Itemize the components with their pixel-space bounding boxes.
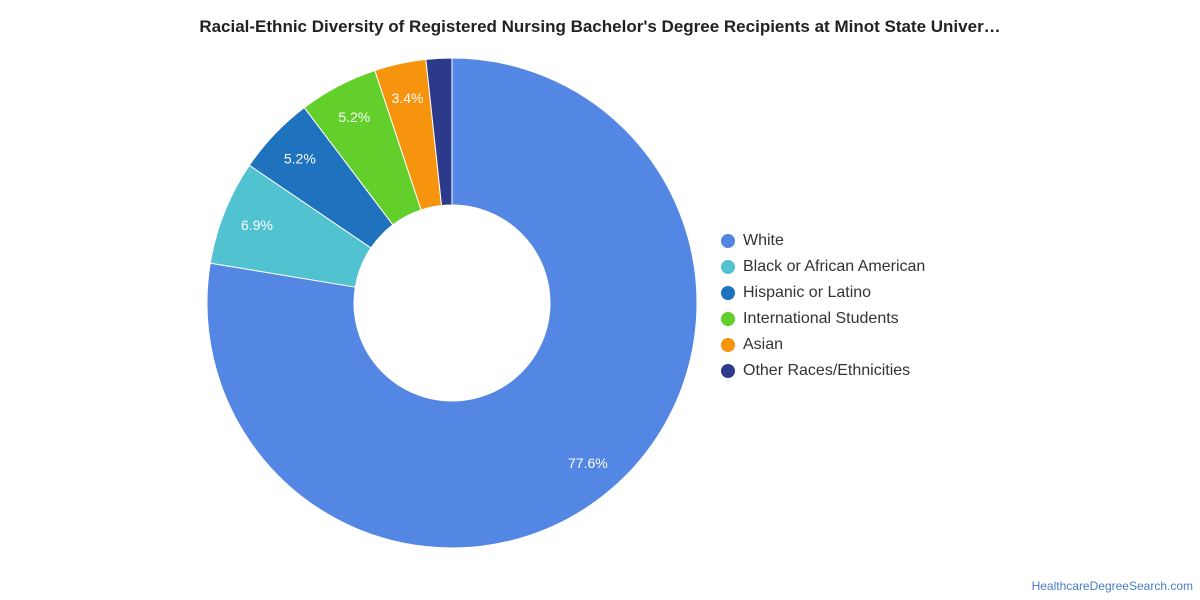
legend-swatch-icon [721, 338, 735, 352]
chart-legend: White Black or African American Hispanic o… [721, 228, 925, 384]
legend-label: Asian [743, 336, 784, 353]
slice-white[interactable] [206, 57, 698, 549]
legend-swatch-icon [721, 234, 735, 248]
legend-item[interactable]: Hispanic or Latino [721, 280, 925, 306]
slice-label: 77.6% [568, 455, 608, 471]
slice-other-races-ethnicities[interactable] [425, 57, 453, 207]
legend-item[interactable]: Black or African American [721, 254, 925, 280]
legend-label: Black or African American [743, 258, 926, 275]
slice-label: 3.4% [392, 90, 424, 106]
chart-title: Racial-Ethnic Diversity of Registered Nu… [199, 17, 1001, 36]
source-credit[interactable]: HealthcareDegreeSearch.com [1031, 579, 1193, 593]
legend-item[interactable]: White [721, 228, 925, 254]
slice-label: 5.2% [338, 109, 370, 125]
legend-swatch-icon [721, 260, 735, 274]
legend-item[interactable]: Asian [721, 332, 925, 358]
legend-item[interactable]: International Students [721, 306, 925, 332]
legend-label: Hispanic or Latino [743, 284, 872, 301]
legend-label: Other Races/Ethnicities [743, 362, 911, 379]
legend-swatch-icon [721, 286, 735, 300]
legend-label: International Students [743, 310, 899, 327]
slice-label: 6.9% [241, 217, 273, 233]
legend-swatch-icon [721, 364, 735, 378]
slice-label: 5.2% [284, 150, 316, 166]
legend-item[interactable]: Other Races/Ethnicities [721, 358, 925, 384]
legend-swatch-icon [721, 312, 735, 326]
legend-label: White [743, 232, 784, 249]
